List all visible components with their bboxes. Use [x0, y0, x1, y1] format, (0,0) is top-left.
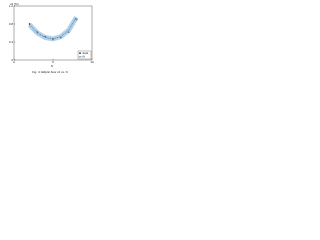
- x-tick-label: 5: [52, 60, 54, 64]
- y-axis-label: v2 (%): [10, 2, 19, 6]
- x-tick-label: 0: [13, 60, 15, 64]
- y-tick-label: 1.2: [9, 4, 14, 8]
- fit-line: [29, 17, 77, 40]
- x-axis-label: N: [51, 64, 53, 68]
- x-tick-label: 10: [90, 60, 94, 64]
- y-tick-label: 0.8: [9, 22, 14, 26]
- legend-label: fit: [83, 55, 86, 59]
- page: {"chart_data": {"type": "scatter", "titl…: [0, 0, 100, 77]
- y-tick-label: 0.4: [9, 40, 14, 44]
- chart: v2 (%) N Fig. 4: Elliptic flow v2 vs. N …: [0, 0, 100, 77]
- caption: Fig. 4: Elliptic flow v2 vs. N: [32, 70, 68, 74]
- legend-label: data: [83, 51, 89, 55]
- legend-box: [77, 50, 92, 60]
- y-tick-label: 0: [11, 58, 13, 62]
- legend-swatch: [79, 52, 81, 55]
- data-point: [28, 23, 31, 25]
